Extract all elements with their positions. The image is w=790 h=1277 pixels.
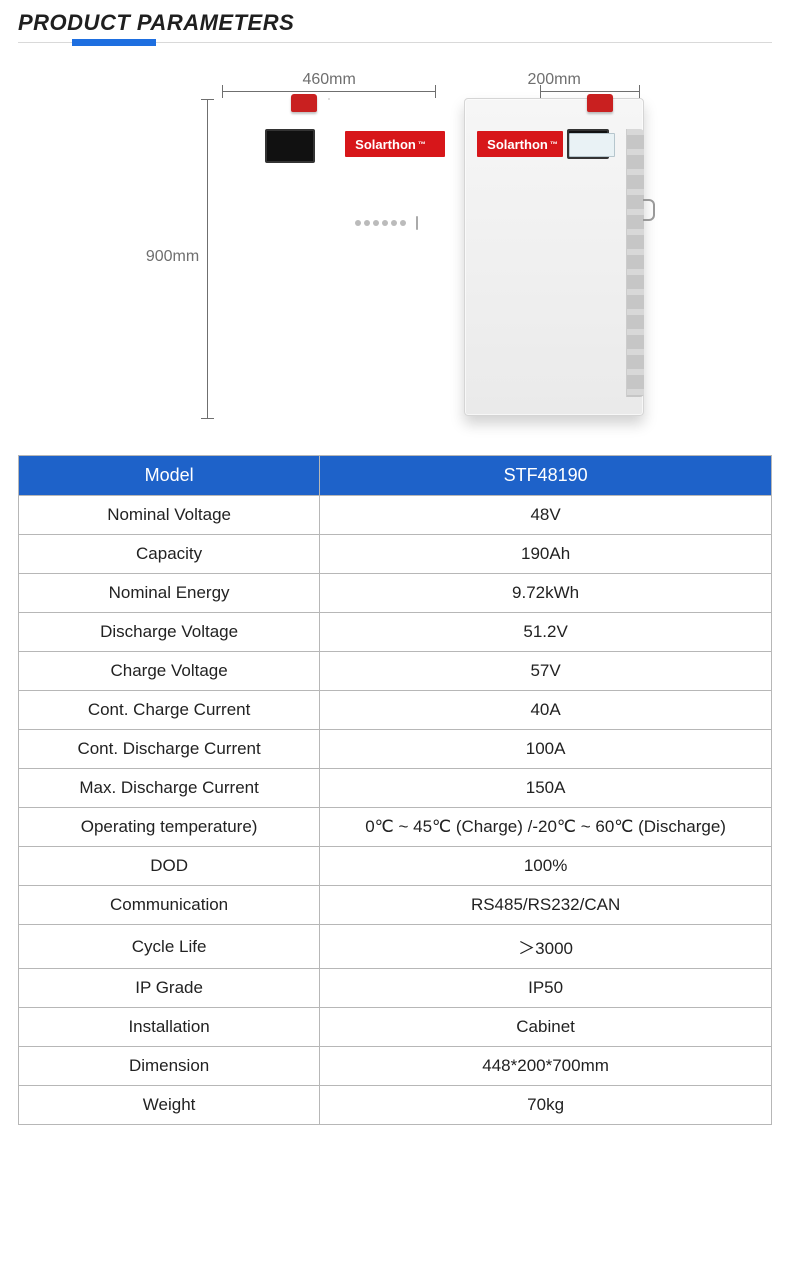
table-row: Dimension448*200*700mm (19, 1047, 772, 1086)
table-row: Max. Discharge Current150A (19, 769, 772, 808)
spec-value: IP50 (320, 969, 772, 1008)
table-row: Cycle Life＞3000 (19, 925, 772, 969)
header-model-value: STF48190 (320, 456, 772, 496)
table-row: Capacity190Ah (19, 535, 772, 574)
spec-label: Max. Discharge Current (19, 769, 320, 808)
side-handle (643, 199, 655, 221)
product-front-view: Solarthon ™ (328, 98, 330, 100)
table-row: Discharge Voltage51.2V (19, 613, 772, 652)
spec-value: 150A (320, 769, 772, 808)
spec-label: Dimension (19, 1047, 320, 1086)
spec-label: Cont. Discharge Current (19, 730, 320, 769)
spec-table: Model STF48190 Nominal Voltage48VCapacit… (18, 455, 772, 1125)
connector-cap (291, 94, 317, 112)
spec-value: 51.2V (320, 613, 772, 652)
table-header-row: Model STF48190 (19, 456, 772, 496)
table-row: IP GradeIP50 (19, 969, 772, 1008)
table-row: Nominal Voltage48V (19, 496, 772, 535)
spec-value: 48V (320, 496, 772, 535)
dim-depth-rule (540, 91, 640, 92)
power-switch-icon (416, 216, 418, 230)
spec-value: RS485/RS232/CAN (320, 886, 772, 925)
spec-label: Discharge Voltage (19, 613, 320, 652)
display-screen (265, 129, 315, 163)
table-row: Nominal Energy9.72kWh (19, 574, 772, 613)
product-figure: 900mm 460mm Solarthon ™ (18, 71, 772, 419)
table-row: Weight70kg (19, 1086, 772, 1125)
spec-value: 0℃ ~ 45℃ (Charge) /-20℃ ~ 60℃ (Discharge… (320, 808, 772, 847)
spec-label: Cycle Life (19, 925, 320, 969)
spec-value: 100% (320, 847, 772, 886)
spec-label: Cont. Charge Current (19, 691, 320, 730)
spec-value: 57V (320, 652, 772, 691)
spec-label: Capacity (19, 535, 320, 574)
brand-name: Solarthon (355, 137, 416, 152)
table-row: Operating temperature)0℃ ~ 45℃ (Charge) … (19, 808, 772, 847)
dim-width-label: 460mm (302, 71, 355, 89)
table-row: Charge Voltage57V (19, 652, 772, 691)
dim-width-rule (222, 91, 436, 92)
brand-name: Solarthon (487, 137, 548, 152)
spec-label: Charge Voltage (19, 652, 320, 691)
table-row: DOD100% (19, 847, 772, 886)
header-model-label: Model (19, 456, 320, 496)
spec-value: ＞3000 (320, 925, 772, 969)
table-row: Cont. Discharge Current100A (19, 730, 772, 769)
page-title: PRODUCT PARAMETERS (18, 10, 772, 36)
brand-plate: Solarthon ™ (477, 131, 563, 157)
spec-label: IP Grade (19, 969, 320, 1008)
spec-value: 40A (320, 691, 772, 730)
spec-value: 70kg (320, 1086, 772, 1125)
brand-tm: ™ (418, 140, 426, 149)
dim-depth-label: 200mm (527, 71, 580, 89)
product-side-view: Solarthon ™ (464, 98, 644, 416)
dim-height-label: 900mm (146, 248, 199, 266)
label-sticker (569, 133, 615, 157)
connector-cap (587, 94, 613, 112)
spec-value: 9.72kWh (320, 574, 772, 613)
spec-value: 448*200*700mm (320, 1047, 772, 1086)
spec-label: Communication (19, 886, 320, 925)
spec-value: Cabinet (320, 1008, 772, 1047)
spec-label: Nominal Energy (19, 574, 320, 613)
table-row: CommunicationRS485/RS232/CAN (19, 886, 772, 925)
spec-label: DOD (19, 847, 320, 886)
title-underline (18, 42, 772, 43)
table-row: InstallationCabinet (19, 1008, 772, 1047)
spec-label: Operating temperature) (19, 808, 320, 847)
spec-value: 100A (320, 730, 772, 769)
brand-tm: ™ (550, 140, 558, 149)
spec-label: Installation (19, 1008, 320, 1047)
side-vents (626, 129, 644, 397)
table-row: Cont. Charge Current40A (19, 691, 772, 730)
spec-value: 190Ah (320, 535, 772, 574)
brand-plate: Solarthon ™ (345, 131, 445, 157)
spec-label: Weight (19, 1086, 320, 1125)
spec-label: Nominal Voltage (19, 496, 320, 535)
dim-height-rule (207, 99, 208, 419)
